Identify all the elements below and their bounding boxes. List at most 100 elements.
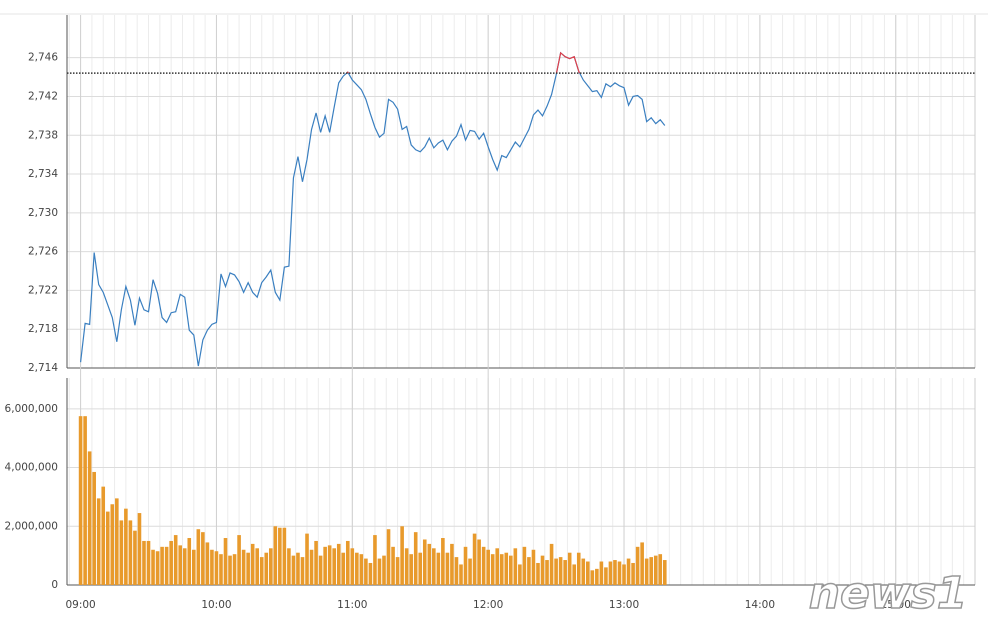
volume-bar	[504, 552, 509, 585]
volume-bar	[336, 543, 341, 585]
volume-bar	[658, 554, 663, 585]
volume-bar	[522, 546, 527, 585]
volume-bar	[250, 543, 255, 585]
volume-bar	[617, 561, 622, 585]
volume-bar	[241, 549, 246, 585]
volume-bar	[395, 557, 400, 585]
volume-bar	[509, 555, 513, 585]
volume-bar	[418, 552, 423, 585]
volume-bar	[613, 560, 617, 585]
y-tick-label: 2,726	[28, 246, 58, 258]
volume-bar	[128, 520, 133, 585]
volume-bar	[595, 568, 599, 585]
volume-bar	[463, 546, 468, 585]
volume-bar	[413, 532, 418, 585]
volume-bar	[477, 539, 481, 585]
volume-bar	[590, 570, 595, 585]
y-tick-label: 2,714	[28, 362, 58, 374]
volume-bar	[626, 558, 631, 585]
volume-bar	[454, 557, 459, 585]
y-tick-label: 2,000,000	[5, 520, 58, 532]
volume-bar	[391, 546, 395, 585]
x-tick-label: 15:00	[881, 599, 911, 611]
volume-bar	[246, 552, 250, 585]
volume-bar	[549, 543, 554, 585]
volume-bar	[232, 554, 237, 585]
volume-bar	[155, 551, 160, 585]
volume-bar	[386, 529, 391, 585]
volume-bar	[169, 540, 173, 585]
plot-layer: 2,714 2,718 2,722 2,726 2,730 2,734 2,738 2,742…	[0, 13, 988, 611]
volume-bar	[137, 513, 142, 585]
volume-bar	[355, 552, 359, 585]
volume-bar	[368, 562, 373, 585]
volume-bar	[327, 545, 332, 585]
volume-bar	[536, 562, 540, 585]
volume-bar	[404, 548, 409, 585]
volume-bar	[314, 540, 318, 585]
volume-bar	[585, 561, 590, 585]
volume-bar	[223, 538, 228, 585]
y-tick-label: 2,730	[28, 207, 58, 219]
volume-bar	[567, 552, 572, 585]
volume-bar	[499, 554, 504, 585]
price-line	[79, 51, 666, 367]
volume-bar	[644, 558, 649, 585]
volume-bar	[631, 562, 635, 585]
volume-bar	[151, 549, 155, 585]
x-tick-label: 09:00	[65, 599, 95, 611]
price-line-above-ref	[345, 51, 581, 74]
y-tick-label: 2,734	[28, 168, 58, 180]
volume-bar	[214, 551, 219, 585]
volume-bar	[173, 535, 178, 585]
volume-bar	[124, 508, 128, 585]
volume-bar	[192, 549, 196, 585]
volume-bar	[581, 558, 586, 585]
volume-bar	[495, 548, 500, 585]
x-tick-label: 11:00	[337, 599, 367, 611]
volume-bar	[291, 555, 296, 585]
volume-bar	[255, 548, 260, 585]
volume-bar	[300, 557, 305, 585]
volume-bar	[282, 527, 287, 585]
volume-bar	[219, 554, 223, 585]
volume-bar	[318, 555, 323, 585]
x-tick-label: 12:00	[473, 599, 503, 611]
volume-bar	[309, 549, 314, 585]
volume-bar	[110, 504, 115, 585]
x-tick-label: 10:00	[201, 599, 231, 611]
x-tick-label: 14:00	[745, 599, 775, 611]
volume-bar	[205, 542, 210, 585]
volume-bar	[345, 540, 350, 585]
y-tick-label: 2,718	[28, 323, 58, 335]
x-tick-label: 13:00	[609, 599, 639, 611]
volume-bar	[268, 548, 273, 585]
volume-bar	[481, 546, 486, 585]
volume-bar	[445, 552, 450, 585]
volume-bar	[373, 535, 377, 585]
volume-bar	[201, 532, 205, 585]
volume-bar	[436, 552, 441, 585]
volume-bar	[450, 543, 454, 585]
volume-bar	[87, 451, 92, 585]
volume-bar	[264, 552, 269, 585]
volume-bar	[133, 530, 137, 585]
volume-bar	[228, 555, 232, 585]
y-tick-label: 4,000,000	[5, 462, 58, 474]
volume-bar	[441, 538, 445, 585]
volume-bar	[558, 557, 563, 585]
volume-bar	[513, 548, 518, 585]
volume-bar	[490, 554, 495, 585]
volume-bar	[182, 548, 187, 585]
volume-bar	[296, 552, 300, 585]
volume-bar	[382, 555, 386, 585]
volume-bar	[196, 529, 201, 585]
volume-bar	[409, 554, 413, 585]
volume-bar	[459, 564, 463, 585]
volume-bar	[287, 548, 291, 585]
volume-bar	[364, 558, 368, 585]
volume-bar	[273, 526, 278, 585]
volume-bar	[278, 527, 282, 585]
volume-bar	[115, 498, 119, 585]
